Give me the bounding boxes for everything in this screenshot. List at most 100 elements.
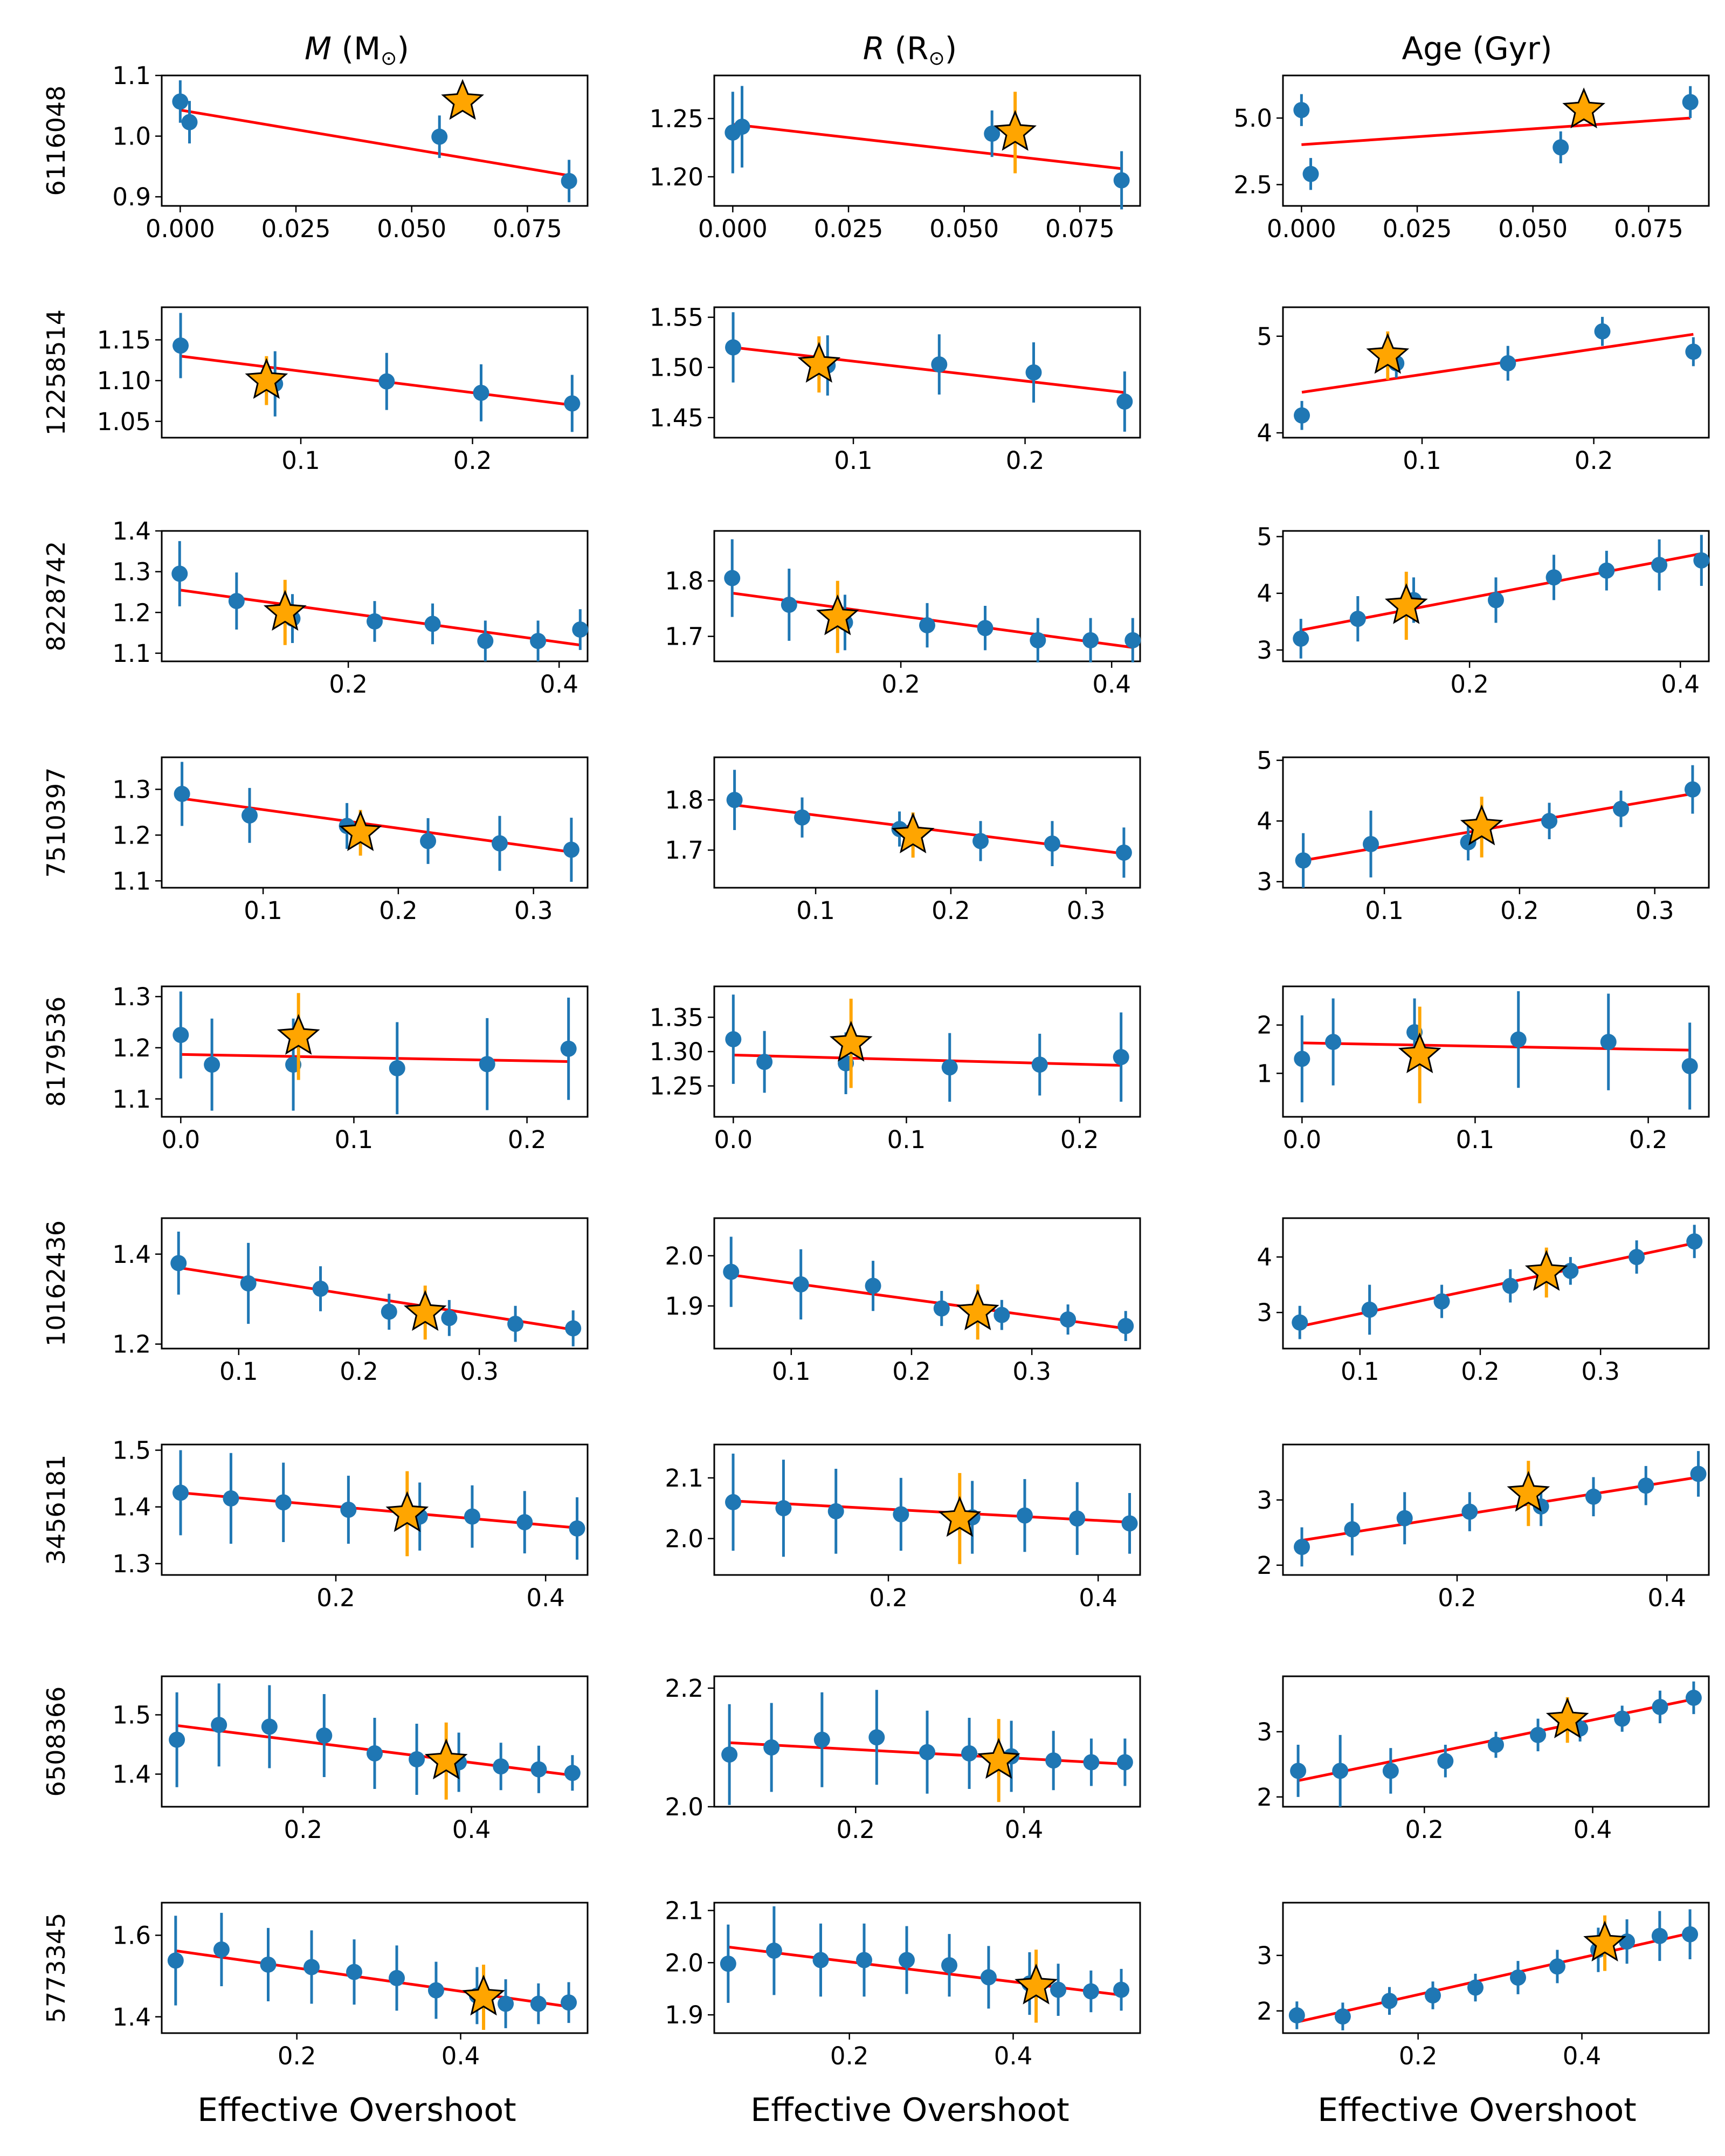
best-fit-star (797, 342, 841, 383)
data-point (919, 1744, 935, 1760)
y-tick-label: 1.20 (650, 163, 703, 191)
panel-5773345-age: 0.2 0.4 2 3 (1257, 1902, 1710, 2070)
data-point (242, 807, 258, 824)
data-point (856, 1952, 873, 1968)
data-point (1302, 165, 1319, 182)
row-label-7510397: 7510397 (42, 768, 71, 878)
data-point (812, 1952, 829, 1968)
x-tick-label: 0.1 (772, 1357, 811, 1386)
x-tick-label: 0.1 (1341, 1357, 1379, 1386)
data-point (1681, 1058, 1698, 1074)
data-point (479, 1056, 495, 1073)
data-point (381, 1303, 397, 1320)
data-point (530, 1761, 547, 1778)
data-point (491, 835, 508, 852)
data-point (725, 1031, 742, 1048)
data-point (564, 1765, 581, 1781)
axes-frame (161, 306, 589, 439)
panel-3456181-mass: 0.2 0.4 1.3 1.4 1.5 (112, 1436, 589, 1612)
x-tick-label: 0.4 (1661, 670, 1700, 699)
best-fit-star (1507, 1470, 1550, 1512)
y-tick-label: 1.1 (112, 639, 151, 668)
y-tick-label: 1.55 (650, 303, 703, 332)
fit-line (733, 123, 1122, 170)
data-point (734, 119, 750, 135)
axes-frame (1282, 1217, 1710, 1350)
x-tick-label: 0.075 (1045, 215, 1115, 243)
x-tick-label: 0.2 (278, 2042, 316, 2070)
y-tick-label: 1.2 (112, 1034, 151, 1062)
best-fit-star (245, 358, 288, 399)
x-tick-label: 0.2 (340, 1357, 378, 1386)
row-label-6116048: 6116048 (42, 86, 71, 196)
x-tick-label: 0.2 (837, 1815, 875, 1844)
data-point (564, 395, 581, 412)
y-tick-label: 5 (1257, 322, 1272, 351)
panel-6116048-age: 0.000 0.025 0.050 0.075 2.5 5.0 (1233, 74, 1710, 243)
row-label-6508366: 6508366 (42, 1687, 71, 1797)
best-fit-star (1460, 804, 1503, 846)
data-point (172, 93, 189, 110)
data-point (1030, 632, 1046, 648)
data-point (172, 1484, 189, 1501)
best-fit-star (1015, 1963, 1058, 2005)
y-tick-label: 4 (1257, 1243, 1272, 1272)
data-point (1685, 343, 1702, 360)
data-point (228, 593, 245, 610)
data-point (378, 373, 395, 390)
best-fit-star (385, 1491, 429, 1532)
data-point (1585, 1488, 1602, 1505)
data-point (561, 172, 577, 189)
data-point (1334, 2008, 1351, 2025)
data-point (1293, 102, 1310, 119)
data-point (1292, 1314, 1308, 1331)
data-point (1651, 1927, 1668, 1944)
axes-frame (713, 306, 1141, 439)
data-point (530, 1995, 547, 2012)
data-point (1045, 1752, 1062, 1769)
axes-frame (713, 1443, 1141, 1576)
y-tick-label: 3 (1257, 1486, 1272, 1515)
y-tick-label: 2 (1257, 1011, 1272, 1040)
panel-10162436-mass: 0.1 0.2 0.3 1.2 1.4 (112, 1217, 589, 1386)
data-point (223, 1490, 239, 1507)
column-title-age: Age (Gyr) (1402, 30, 1552, 67)
data-point (724, 570, 741, 586)
data-point (477, 633, 494, 649)
y-tick-label: 2.0 (665, 1242, 703, 1270)
column-titles: M (M⊙) R (R⊙) Age (Gyr) (305, 30, 1552, 70)
data-point (723, 1263, 740, 1280)
x-tick-label: 0.1 (834, 446, 873, 475)
y-tick-label: 1.3 (112, 558, 151, 586)
fit-line (733, 1499, 1130, 1524)
x-tick-label: 0.2 (1575, 446, 1613, 475)
axes-frame (1282, 985, 1710, 1118)
y-tick-label: 3 (1257, 1298, 1272, 1327)
best-fit-star (441, 79, 485, 120)
panel-12258514-mass: 0.1 0.2 1.05 1.10 1.15 (97, 306, 589, 475)
y-tick-label: 1.7 (665, 836, 703, 865)
data-point (1294, 1538, 1310, 1555)
axes-frame (161, 1902, 589, 2034)
data-point (1290, 1763, 1307, 1779)
x-tick-label: 0.2 (1399, 2042, 1438, 2070)
fit-line (1301, 1476, 1699, 1542)
data-point (1530, 1726, 1547, 1743)
data-point (1510, 1970, 1527, 1986)
best-fit-star (1545, 1697, 1589, 1738)
data-point (756, 1054, 773, 1070)
data-point (1651, 557, 1668, 573)
y-tick-label: 3 (1257, 636, 1272, 665)
x-tick-label: 0.025 (814, 215, 884, 243)
row-label-8179536: 8179536 (42, 997, 71, 1107)
x-tick-label: 0.025 (1383, 215, 1452, 243)
axes-frame (1282, 756, 1710, 889)
x-tick-label: 0.2 (284, 1815, 323, 1844)
y-tick-label: 1.4 (112, 1760, 151, 1789)
data-point (340, 1502, 357, 1518)
y-tick-label: 1.1 (112, 867, 151, 895)
fit-line (733, 1053, 1121, 1067)
y-tick-label: 1.9 (665, 1292, 703, 1321)
x-tick-label: 0.075 (493, 215, 562, 243)
fit-line (182, 797, 572, 854)
